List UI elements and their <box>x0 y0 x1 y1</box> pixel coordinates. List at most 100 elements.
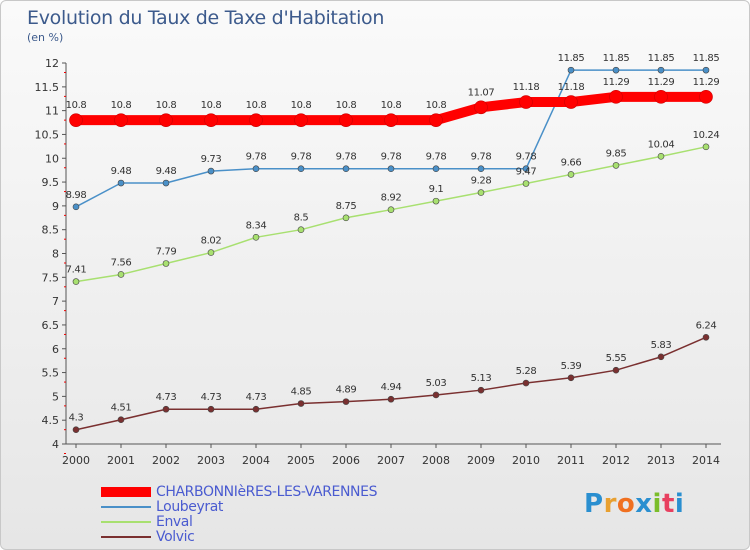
x-tick-label: 2003 <box>197 454 225 467</box>
x-tick-label: 2006 <box>332 454 360 467</box>
data-point <box>252 165 260 173</box>
data-label: 9.78 <box>381 152 402 163</box>
chart-title: Evolution du Taux de Taxe d'Habitation <box>27 7 385 29</box>
y-tick-label: 11.5 <box>35 81 60 94</box>
data-point <box>657 353 665 361</box>
data-point <box>432 197 440 205</box>
data-label: 11.29 <box>603 77 630 88</box>
data-point <box>567 171 575 178</box>
x-tick-label: 2013 <box>647 454 675 467</box>
data-point <box>522 180 530 187</box>
data-point <box>342 398 350 405</box>
data-point <box>249 113 263 127</box>
y-tick-label: 10 <box>45 152 59 165</box>
data-point <box>609 90 623 104</box>
data-label: 11.85 <box>693 53 720 64</box>
y-tick-label: 6 <box>52 343 59 356</box>
y-tick-label: 12 <box>45 57 59 70</box>
data-point <box>432 391 440 399</box>
data-label: 9.1 <box>429 184 444 195</box>
data-point <box>477 165 485 173</box>
data-point <box>72 426 80 434</box>
data-point <box>657 66 665 74</box>
data-label: 8.75 <box>336 201 357 212</box>
x-tick-label: 2007 <box>377 454 405 467</box>
data-point <box>114 113 128 127</box>
data-label: 5.55 <box>606 353 627 364</box>
data-point <box>522 165 530 173</box>
data-point <box>297 400 305 407</box>
data-label: 7.41 <box>66 265 87 276</box>
data-label: 9.47 <box>516 166 537 177</box>
data-point <box>429 113 443 127</box>
legend-swatch <box>101 506 151 508</box>
data-label: 11.18 <box>558 82 585 93</box>
y-tick-label: 7.5 <box>42 271 60 284</box>
data-label: 4.3 <box>69 413 84 424</box>
data-label: 11.85 <box>648 53 675 64</box>
legend-label: Volvic <box>156 529 195 545</box>
data-label: 9.48 <box>111 166 132 177</box>
x-tick-label: 2011 <box>557 454 585 467</box>
data-label: 8.02 <box>201 236 222 247</box>
y-tick-label: 9.5 <box>42 176 60 189</box>
unit-label: (en %) <box>27 31 64 44</box>
data-label: 5.03 <box>426 378 447 389</box>
data-label: 4.89 <box>336 385 357 396</box>
data-point <box>69 113 83 127</box>
data-point <box>342 214 350 222</box>
data-label: 10.8 <box>381 100 402 111</box>
data-point <box>162 405 170 413</box>
y-tick-label: 5 <box>52 390 59 403</box>
data-label: 4.73 <box>246 392 267 403</box>
x-tick-label: 2008 <box>422 454 450 467</box>
data-label: 9.48 <box>156 166 177 177</box>
data-label: 10.8 <box>156 100 177 111</box>
y-tick-label: 8.5 <box>42 224 60 237</box>
data-label: 8.98 <box>66 190 87 201</box>
data-point <box>387 206 395 213</box>
y-tick-label: 11 <box>45 105 59 118</box>
data-label: 10.8 <box>66 100 87 111</box>
data-point <box>207 405 215 413</box>
data-label: 5.13 <box>471 373 492 384</box>
data-point <box>117 179 125 187</box>
data-label: 4.51 <box>111 403 132 414</box>
data-label: 9.78 <box>471 152 492 163</box>
data-label: 11.85 <box>603 53 630 64</box>
data-point <box>612 366 620 374</box>
data-point <box>702 66 710 74</box>
data-label: 10.8 <box>336 100 357 111</box>
data-point <box>339 113 353 127</box>
data-point <box>612 162 620 169</box>
data-point <box>519 95 533 109</box>
data-label: 9.78 <box>516 152 537 163</box>
data-point <box>204 113 218 127</box>
data-point <box>564 95 578 109</box>
data-label: 11.18 <box>513 82 540 93</box>
data-point <box>297 165 305 173</box>
y-tick-label: 7 <box>52 295 59 308</box>
data-point <box>567 374 575 382</box>
y-tick-label: 4.5 <box>42 414 60 427</box>
data-point <box>162 260 170 267</box>
data-label: 10.24 <box>693 130 720 141</box>
data-label: 11.29 <box>648 77 675 88</box>
data-point <box>252 405 260 413</box>
legend-swatch <box>101 521 151 523</box>
x-tick-label: 2000 <box>62 454 90 467</box>
data-label: 9.78 <box>426 152 447 163</box>
data-point <box>207 249 215 256</box>
data-label: 4.73 <box>156 392 177 403</box>
y-tick-label: 4 <box>52 438 59 451</box>
data-label: 9.66 <box>561 157 582 168</box>
legend-label: Loubeyrat <box>156 499 224 515</box>
data-label: 5.83 <box>651 340 672 351</box>
data-point <box>654 90 668 104</box>
data-label: 8.34 <box>246 220 267 231</box>
data-point <box>699 90 713 104</box>
data-label: 7.56 <box>111 257 132 268</box>
data-point <box>117 416 125 424</box>
